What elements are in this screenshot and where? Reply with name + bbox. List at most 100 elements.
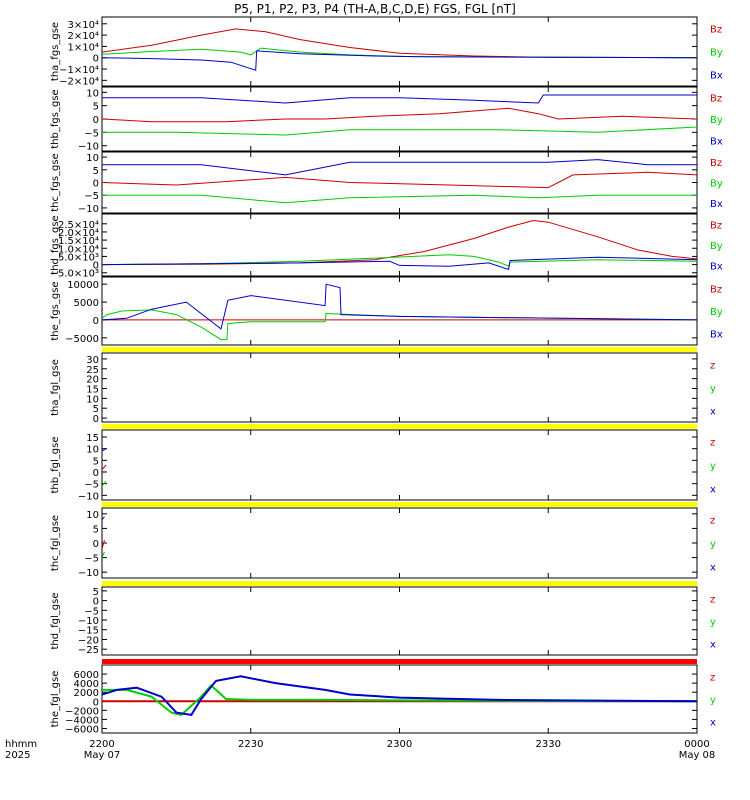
y-tick-label: −5 [84, 480, 99, 491]
status-bar [102, 347, 697, 352]
series-line-Bx [102, 50, 697, 71]
series-line-Bx [102, 283, 697, 330]
legend-x: x [710, 718, 716, 729]
y-tick-label: 10 [86, 88, 99, 99]
y-axis-label: thc_fgl_gse [50, 515, 61, 571]
y-tick-label: −5000 [65, 334, 99, 345]
series-line-By [102, 309, 697, 341]
y-tick-label: 0 [93, 316, 99, 327]
legend-z: z [710, 438, 715, 449]
y-tick-label: −10 [78, 616, 99, 627]
y-tick-label: −25 [78, 645, 99, 656]
x-tick-label: 2330 [536, 739, 561, 750]
status-bar [102, 581, 697, 586]
y-tick-label: −2×10⁴ [59, 76, 99, 87]
y-tick-label: 10 [86, 445, 99, 456]
legend-y: y [710, 461, 716, 472]
y-tick-label: −1×10⁴ [59, 65, 99, 76]
y-tick-label: −15 [78, 626, 99, 637]
x-tick-label: 2300 [387, 739, 412, 750]
panel-frame [101, 86, 698, 152]
y-tick-label: −4000 [65, 715, 99, 726]
panel-frame [101, 664, 698, 734]
y-tick-label: 0 [93, 597, 99, 608]
y-axis-label: tha_fgs_gse [50, 22, 61, 81]
y-axis-label: the_fgs_gse [50, 281, 61, 340]
panel-frame [101, 507, 698, 579]
series-line-Bz [102, 171, 697, 189]
y-tick-label: −10 [78, 204, 99, 215]
y-tick-label: 4000 [74, 679, 99, 690]
series-line-Bz [102, 219, 697, 266]
panel-thc_fgs_gse: 10 5 0−5 −10 thc_fgs_gse Bz By Bx [50, 151, 723, 215]
legend-Bx: Bx [710, 262, 723, 273]
y-tick-label: 0 [93, 697, 99, 708]
series-line-y [102, 480, 107, 487]
y-tick-label: 0 [93, 261, 99, 272]
legend-By: By [710, 179, 723, 190]
series-line-Bz [102, 28, 697, 59]
series-line-Bx [102, 159, 697, 176]
status-bar [102, 502, 697, 507]
legend-Bz: Bz [710, 25, 722, 36]
y-tick-label: 10 [86, 510, 99, 521]
x-tick-date: May 08 [679, 750, 716, 761]
chart-title: P5, P1, P2, P3, P4 (TH-A,B,C,D,E) FGS, F… [234, 2, 516, 16]
x-tick-label: 2200 [89, 739, 114, 750]
legend-z: z [710, 594, 715, 605]
panel-thd_fgl_gse: 50−5−10−15−20−25 thd_fgl_gse z y x [50, 581, 716, 656]
x-tick-date: May 07 [84, 750, 121, 761]
legend-By: By [710, 307, 723, 318]
series-line-By [102, 126, 697, 136]
legend-y: y [710, 384, 716, 395]
series-line-x [102, 675, 697, 716]
y-axis-label: the_fgl_gse [50, 671, 61, 728]
legend-By: By [710, 241, 723, 252]
legend-Bx: Bx [710, 71, 723, 82]
y-axis-label: thd_fgs_gse [50, 215, 61, 274]
legend-Bx: Bx [710, 330, 723, 341]
legend-z: z [710, 516, 715, 527]
y-tick-label: −10 [78, 491, 99, 502]
y-tick-label: 5 [93, 587, 99, 598]
y-tick-label: 20 [86, 375, 99, 386]
legend-Bz: Bz [710, 94, 722, 105]
legend-By: By [710, 48, 723, 59]
series-line-Bx [102, 256, 697, 271]
legend-By: By [710, 115, 723, 126]
y-tick-label: −5 [84, 554, 99, 565]
legend-x: x [710, 562, 716, 573]
y-tick-label: 5 [93, 102, 99, 113]
legend-Bz: Bz [710, 220, 722, 231]
panel-frame [101, 586, 698, 656]
y-tick-label: 15 [86, 433, 99, 444]
panel-the_fgs_gse: 10000 5000 0 −5000 the_fgs_gse Bz By Bx [50, 276, 723, 346]
y-tick-label: 0 [93, 539, 99, 550]
y-tick-label: 10000 [67, 280, 99, 291]
legend-x: x [710, 484, 716, 495]
y-tick-label: 5 [93, 524, 99, 535]
y-tick-label: −5 [84, 191, 99, 202]
y-tick-label: −20 [78, 635, 99, 646]
legend-Bz: Bz [710, 158, 722, 169]
y-tick-label: 5 [93, 456, 99, 467]
x-corner-label: hhmm [5, 739, 37, 750]
y-axis-label: thb_fgs_gse [50, 89, 61, 148]
y-tick-label: 1×10⁴ [68, 42, 99, 53]
series-line-Bx [102, 94, 697, 104]
legend-y: y [710, 695, 716, 706]
y-tick-label: 5 [93, 404, 99, 415]
legend-Bx: Bx [710, 199, 723, 210]
panel-frame [101, 16, 698, 87]
x-tick-label: 2230 [238, 739, 263, 750]
legend-x: x [710, 640, 716, 651]
legend-x: x [710, 407, 716, 418]
y-axis-label: thc_fgs_gse [50, 153, 61, 212]
status-bar [102, 659, 697, 664]
